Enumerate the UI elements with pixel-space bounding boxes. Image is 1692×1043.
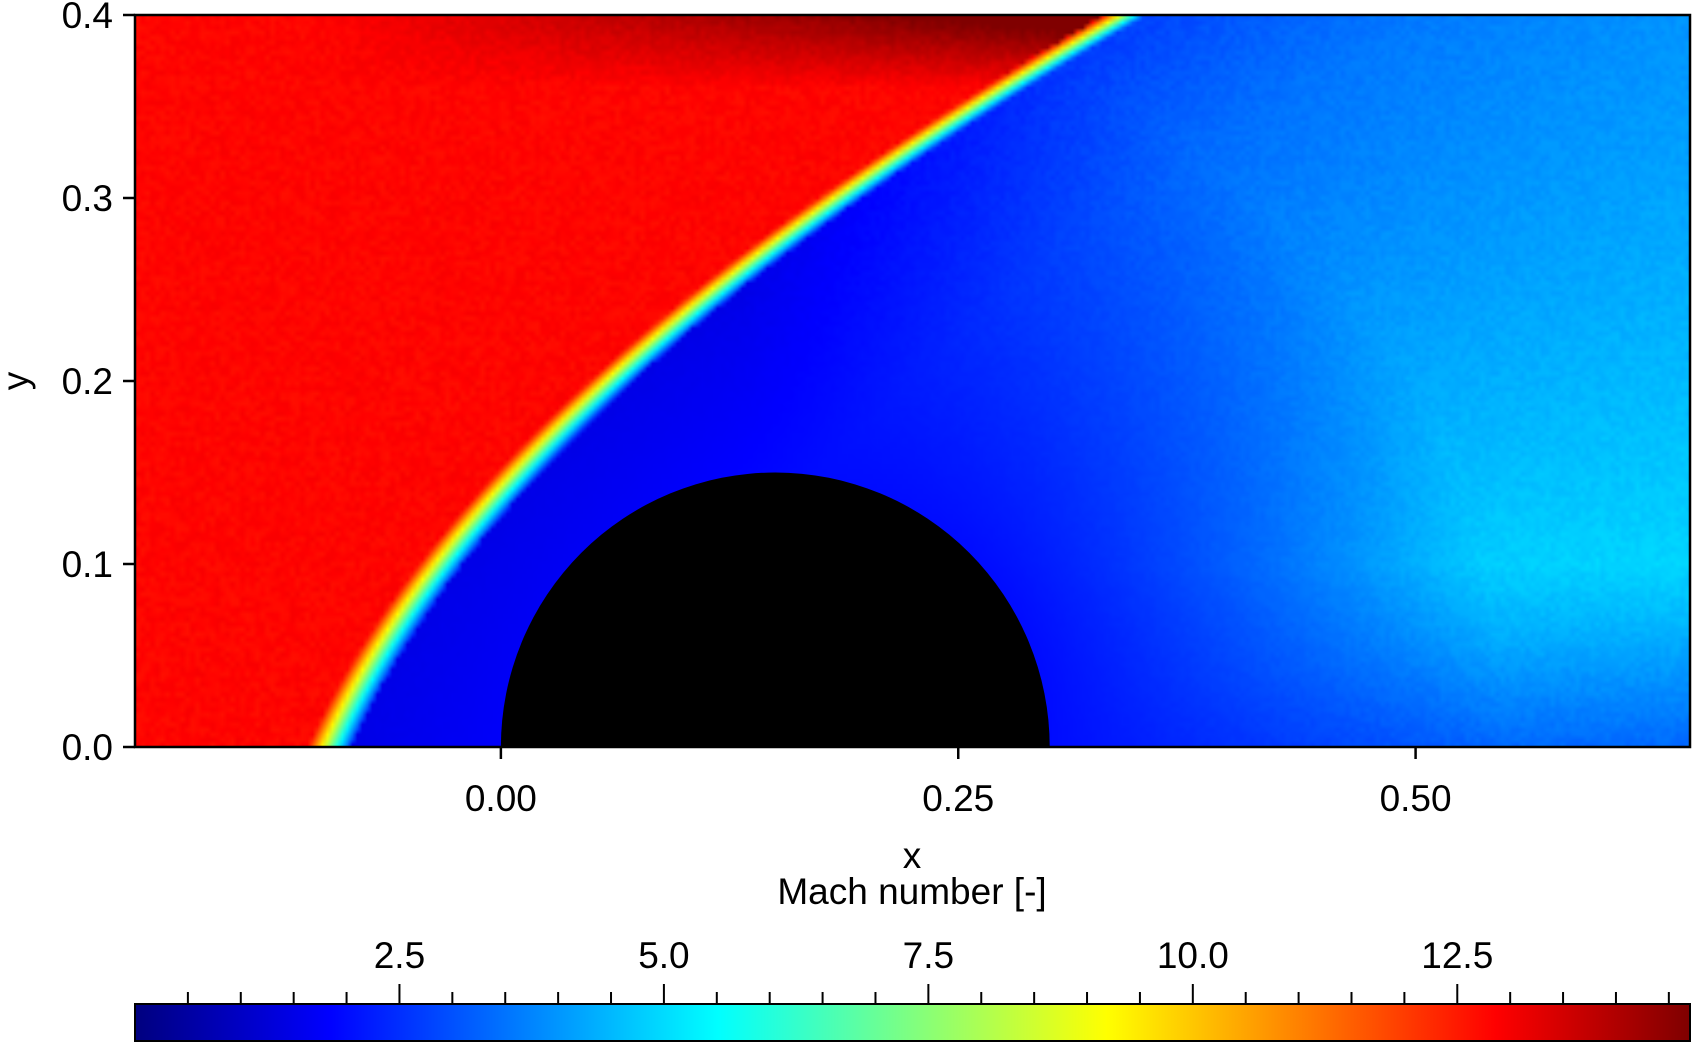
x-tick-label: 0.25 xyxy=(922,778,994,819)
colorbar-ticks: 2.5 5.0 7.5 10.0 12.5 xyxy=(186,935,1670,1004)
y-tick-label: 0.4 xyxy=(62,0,113,36)
y-axis-title: y xyxy=(0,371,36,390)
colorbar: Mach number [-] 2.5 5.0 7.5 10.0 12.5 xyxy=(134,871,1691,1042)
x-axis-title: x xyxy=(903,835,922,876)
y-tick-label: 0.2 xyxy=(62,361,113,402)
colorbar-label: Mach number [-] xyxy=(777,871,1046,912)
colorbar-gradient xyxy=(134,1003,1691,1042)
y-axis: 0.0 0.1 0.2 0.3 0.4 xyxy=(62,0,135,768)
heatmap-area xyxy=(133,13,1692,749)
y-tick-label: 0.3 xyxy=(62,178,113,219)
y-tick-label: 0.0 xyxy=(62,727,113,768)
colorbar-tick-label: 10.0 xyxy=(1157,935,1229,976)
x-tick-label: 0.50 xyxy=(1380,778,1452,819)
x-axis: 0.00 0.25 0.50 xyxy=(465,747,1452,819)
colorbar-tick-label: 2.5 xyxy=(374,935,425,976)
x-tick-label: 0.00 xyxy=(465,778,537,819)
colorbar-tick-label: 7.5 xyxy=(903,935,954,976)
y-tick-label: 0.1 xyxy=(62,544,113,585)
colorbar-tick-label: 5.0 xyxy=(638,935,689,976)
colorbar-tick-label: 12.5 xyxy=(1421,935,1493,976)
sphere-obstacle xyxy=(500,472,1050,747)
